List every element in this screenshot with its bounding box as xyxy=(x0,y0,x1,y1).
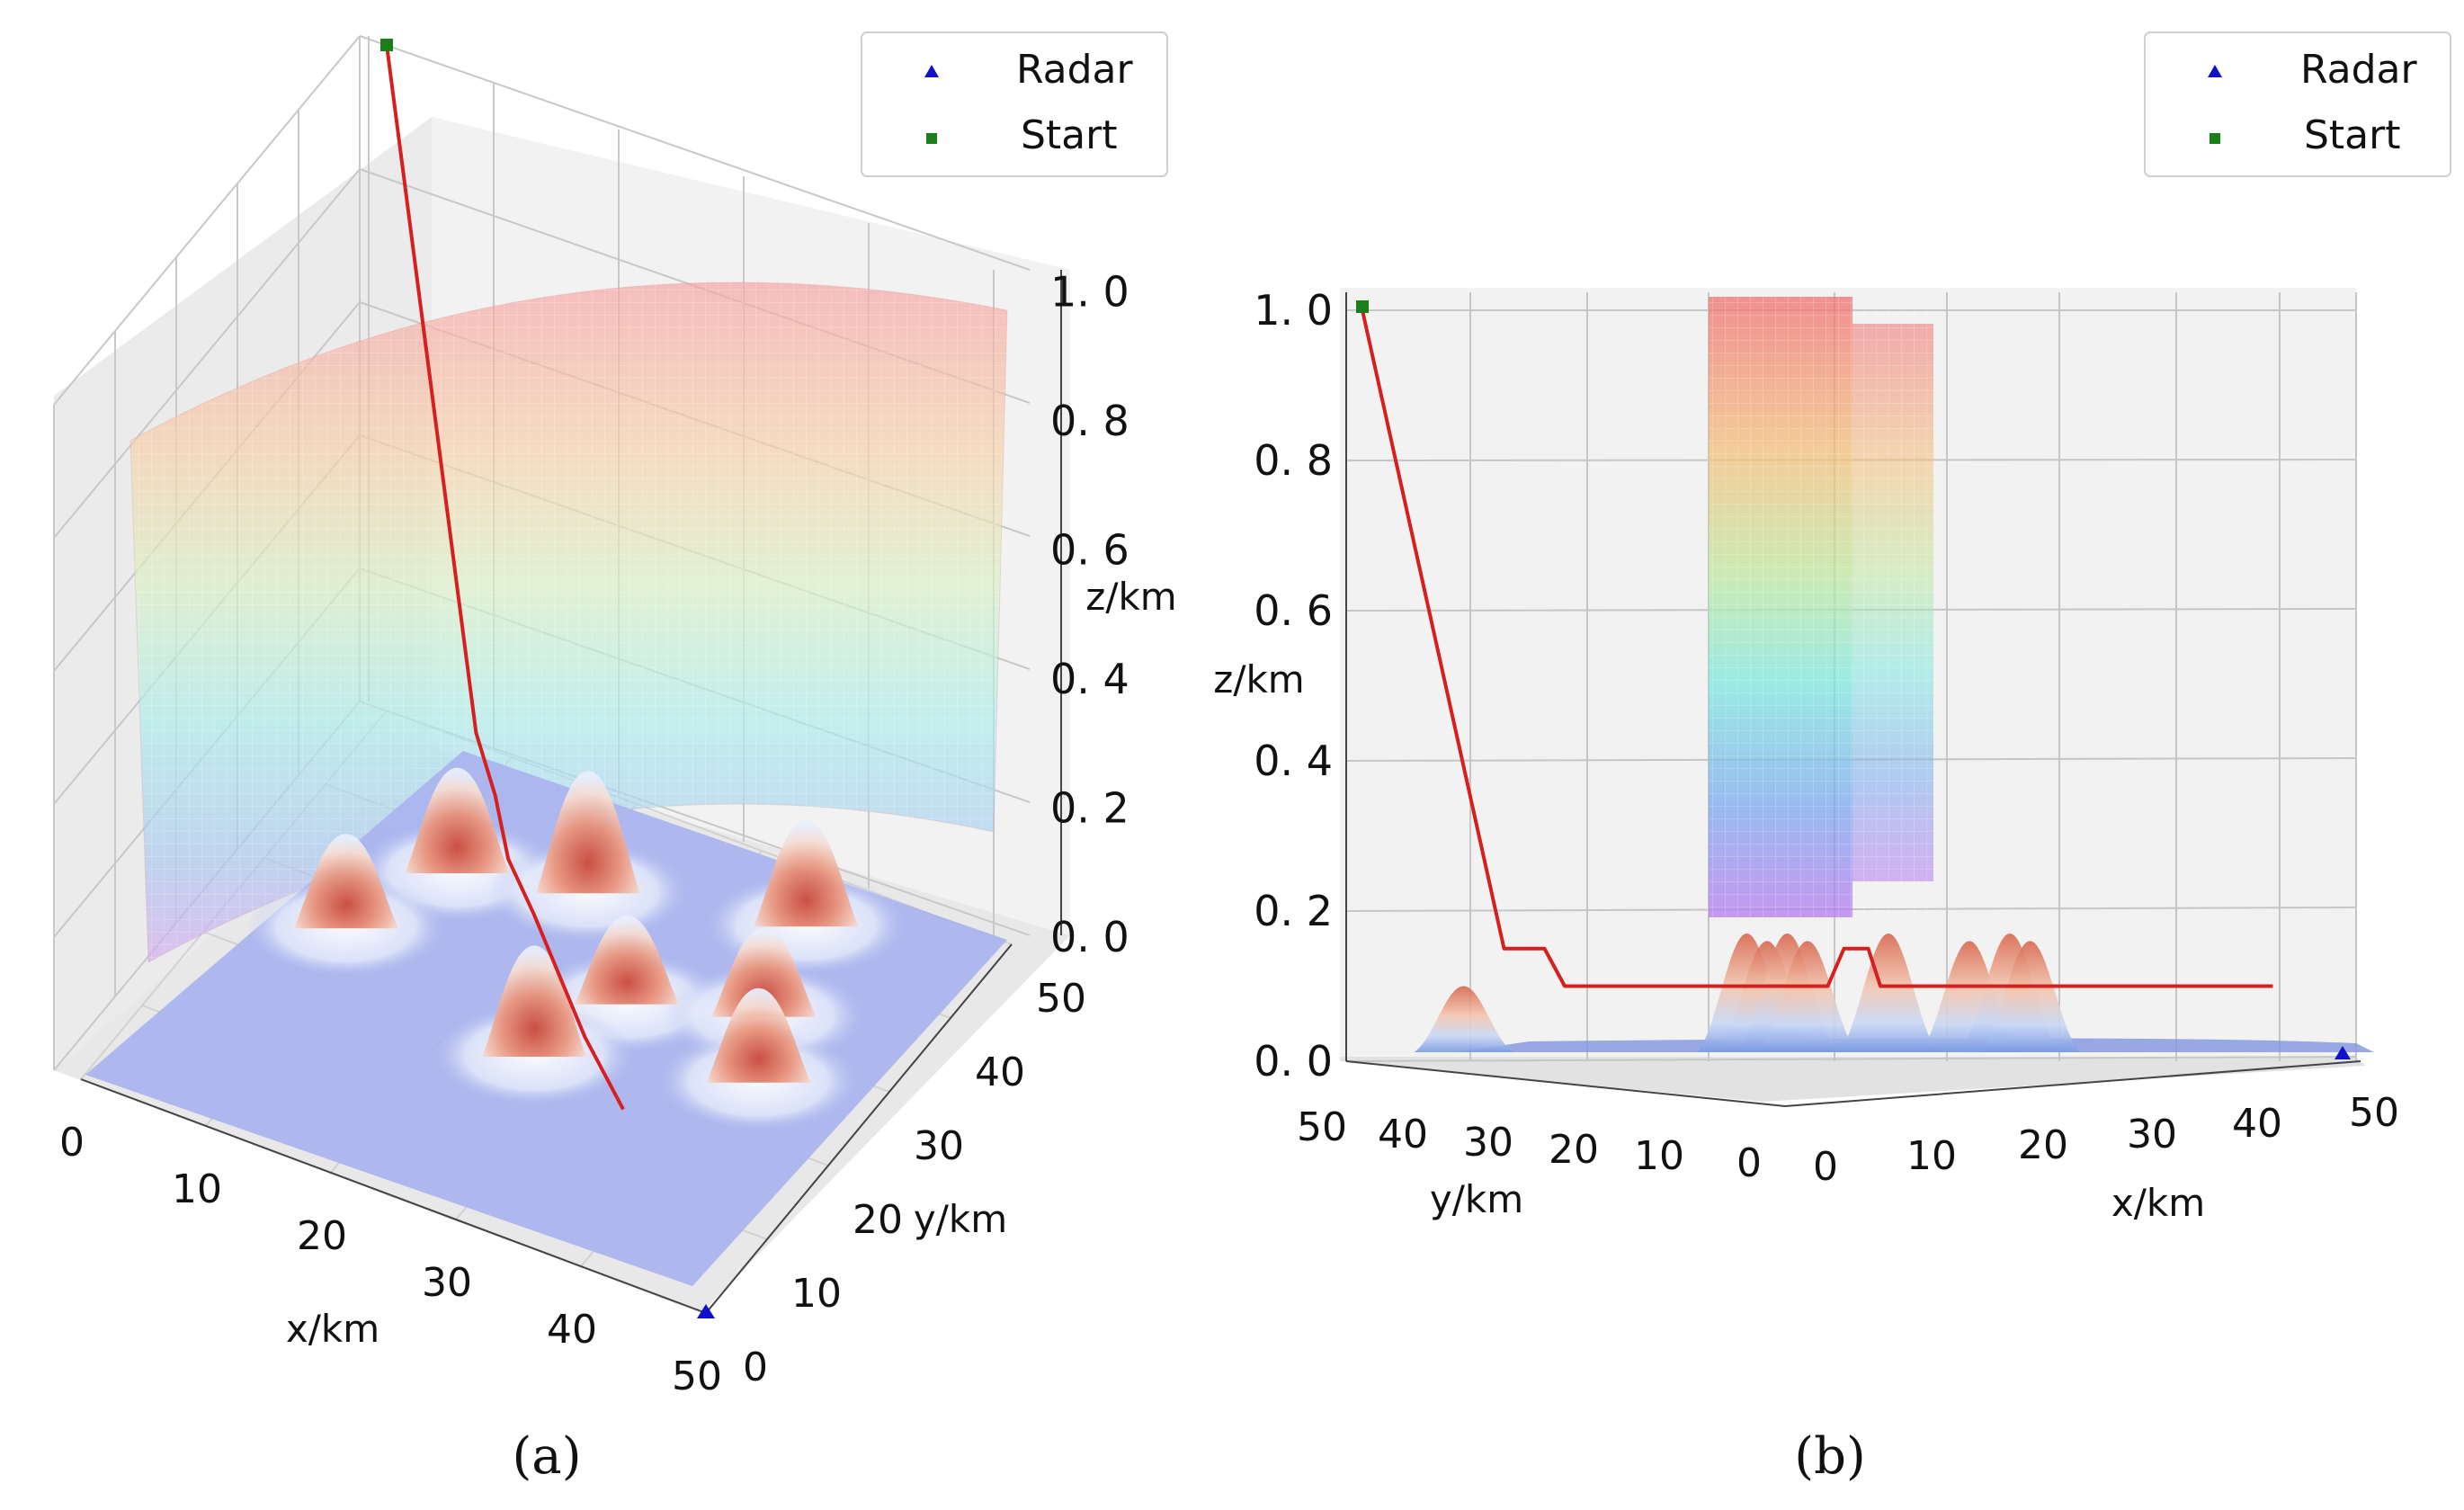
grid-line xyxy=(359,35,1031,271)
z-tick-labels-b: 0. 0 0. 2 0. 4 0. 6 0. 8 1. 0 xyxy=(1254,286,1333,1086)
flight-path-b xyxy=(1361,309,2273,988)
x-tick-label: 50 xyxy=(672,1354,722,1399)
y-tick-label: 50 xyxy=(1036,976,1086,1022)
legend-a[interactable]: Radar Start xyxy=(861,31,1168,177)
legend-start-label-a: Start xyxy=(1021,112,1118,158)
x-tick-label: 40 xyxy=(547,1307,597,1353)
x-tick-label: 50 xyxy=(2349,1090,2399,1136)
terrain-peak xyxy=(1839,934,1938,1052)
terrain-peak xyxy=(1758,941,1857,1052)
y-tick-label: 20 xyxy=(853,1197,903,1243)
z-tick-label: 0. 8 xyxy=(1254,436,1333,485)
terrain-peak xyxy=(754,820,859,927)
z-tick-label: 0. 4 xyxy=(1050,655,1129,703)
y-axis-line-b xyxy=(1345,1060,1786,1107)
start-marker-a xyxy=(380,39,393,51)
z-tick-label: 0. 0 xyxy=(1050,913,1129,961)
terrain-peak xyxy=(706,987,811,1083)
z-tick-labels-a: 0. 0 0. 2 0. 4 0. 6 0. 8 1. 0 xyxy=(1050,268,1129,962)
x-axis-label-b: x/km xyxy=(2111,1181,2205,1225)
legend-radar-marker-b xyxy=(2208,65,2222,77)
x-tick-label: 20 xyxy=(297,1213,347,1259)
z-tick-label: 0. 4 xyxy=(1254,737,1333,785)
radar-coverage-mesh-a xyxy=(130,281,1007,962)
terrain-peak xyxy=(1980,941,2080,1052)
z-axis-label-b: z/km xyxy=(1213,657,1304,701)
y-tick-label: 0 xyxy=(1736,1140,1762,1186)
terrain-peaks-a xyxy=(293,767,859,1083)
flight-path-a xyxy=(385,44,625,1111)
z-tick-label: 0. 6 xyxy=(1254,586,1333,635)
legend-radar-label-b: Radar xyxy=(2300,47,2417,93)
z-tick-label: 0. 6 xyxy=(1050,526,1129,575)
terrain-peak xyxy=(293,834,398,929)
grid-line xyxy=(53,168,361,539)
z-axis-label-a: z/km xyxy=(1085,575,1176,619)
caption-b: (b) xyxy=(1794,1427,1866,1486)
y-tick-label: 20 xyxy=(1549,1127,1599,1173)
legend-box-b xyxy=(2144,31,2451,177)
radar-coverage-mesh-b xyxy=(1709,297,1933,917)
z-tick-label: 0. 8 xyxy=(1050,397,1129,445)
terrain-peak xyxy=(535,771,640,894)
legend-start-label-b: Start xyxy=(2304,112,2401,158)
x-tick-labels-b: 0 10 20 30 40 50 xyxy=(1813,1090,2399,1190)
x-tick-labels-a: 0 10 20 30 40 50 xyxy=(59,1120,722,1399)
y-axis-label-b: y/km xyxy=(1430,1177,1523,1221)
pane-floor-b xyxy=(1340,1057,2365,1102)
caption-a: (a) xyxy=(512,1427,581,1486)
x-axis-line-b xyxy=(1784,1060,2361,1107)
z-tick-label: 0. 2 xyxy=(1050,784,1129,833)
grid-line xyxy=(53,35,361,406)
x-tick-label: 10 xyxy=(172,1166,222,1212)
legend-radar-label-a: Radar xyxy=(1016,47,1133,93)
x-tick-label: 20 xyxy=(2018,1122,2068,1168)
terrain-peak xyxy=(482,945,587,1057)
y-tick-label: 40 xyxy=(975,1050,1025,1095)
panel-b: 0 10 20 30 40 50 50 40 30 20 10 0 0. 0 0. 2 0. 4 0. 6… xyxy=(1213,31,2451,1486)
y-tick-label: 30 xyxy=(914,1123,964,1169)
x-tick-label: 30 xyxy=(2127,1112,2177,1157)
legend-start-marker-b xyxy=(2210,133,2220,144)
radar-marker-a xyxy=(697,1304,715,1318)
x-tick-label: 30 xyxy=(422,1260,472,1306)
terrain-peak xyxy=(1414,986,1513,1052)
terrain-peak xyxy=(711,928,817,1017)
z-tick-label: 0. 0 xyxy=(1254,1037,1333,1086)
radar-marker-b xyxy=(2335,1046,2351,1059)
y-axis-line-a xyxy=(705,943,1013,1314)
legend-box-a xyxy=(861,31,1168,177)
y-axis-label-a: y/km xyxy=(914,1197,1007,1241)
x-axis-label-a: x/km xyxy=(286,1307,379,1351)
y-tick-labels-b: 50 40 30 20 10 0 xyxy=(1297,1104,1762,1186)
terrain-peak xyxy=(405,767,510,873)
x-tick-label: 0 xyxy=(1813,1144,1838,1190)
legend-start-marker-a xyxy=(926,133,937,144)
legend-b[interactable]: Radar Start xyxy=(2144,31,2451,177)
grid-line xyxy=(1345,1056,2357,1062)
y-tick-label: 10 xyxy=(791,1271,842,1317)
y-tick-label: 10 xyxy=(1634,1133,1684,1179)
terrain-peaks-b xyxy=(1414,934,2080,1052)
terrain-peak xyxy=(575,916,680,1005)
y-tick-label: 30 xyxy=(1463,1120,1513,1166)
z-tick-label: 1. 0 xyxy=(1050,268,1129,317)
x-tick-label: 0 xyxy=(59,1120,85,1166)
z-tick-label: 0. 2 xyxy=(1254,887,1333,935)
z-tick-label: 1. 0 xyxy=(1254,286,1333,335)
y-tick-label: 50 xyxy=(1297,1104,1347,1150)
x-tick-label: 40 xyxy=(2232,1101,2282,1147)
y-tick-label: 40 xyxy=(1378,1112,1428,1157)
start-marker-b xyxy=(1356,300,1369,313)
x-tick-label: 10 xyxy=(1906,1133,1957,1179)
legend-radar-marker-a xyxy=(924,65,939,77)
y-tick-label: 0 xyxy=(743,1345,768,1390)
x-axis-line-a xyxy=(80,1078,707,1314)
